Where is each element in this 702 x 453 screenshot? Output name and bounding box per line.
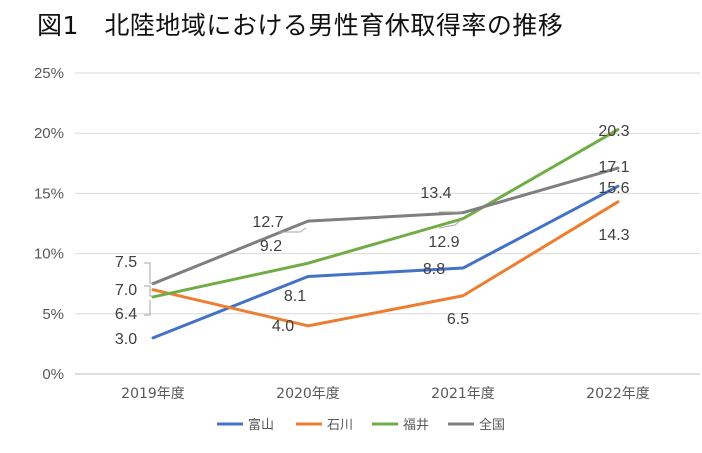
data-label: 9.2 — [260, 238, 282, 255]
data-label: 3.0 — [115, 331, 137, 348]
data-label: 15.6 — [598, 180, 629, 197]
data-label: 7.0 — [115, 282, 137, 299]
data-label: 20.3 — [598, 123, 629, 140]
series-line — [151, 184, 620, 340]
legend-label: 石川 — [327, 418, 353, 433]
x-tick-label: 2021年度 — [431, 386, 495, 402]
data-label: 6.4 — [115, 306, 137, 323]
series-line — [151, 128, 620, 299]
y-tick-label: 25% — [34, 65, 64, 82]
data-label: 6.5 — [447, 311, 469, 328]
leader-line — [144, 300, 151, 316]
data-label: 4.0 — [272, 318, 294, 335]
data-label: 17.1 — [598, 159, 629, 176]
data-label: 12.9 — [428, 234, 459, 251]
legend-label: 富山 — [248, 417, 274, 433]
leader-line — [144, 262, 154, 285]
chart-title: 図1 北陸地域における男性育休取得率の推移 — [37, 11, 564, 40]
y-tick-label: 15% — [34, 185, 64, 202]
x-tick-label: 2019年度 — [121, 386, 185, 402]
data-label: 7.5 — [115, 254, 137, 271]
x-tick-label: 2020年度 — [276, 386, 340, 402]
series-line — [151, 166, 620, 286]
series-line — [151, 200, 620, 328]
leader-line — [438, 219, 462, 229]
data-label: 13.4 — [420, 185, 451, 202]
legend-label: 全国 — [479, 417, 505, 433]
data-label: 8.1 — [284, 288, 306, 305]
y-tick-label: 0% — [42, 366, 64, 383]
data-label: 14.3 — [598, 227, 629, 244]
leader-line — [144, 285, 153, 297]
leader-line — [279, 227, 307, 233]
y-tick-label: 20% — [34, 125, 64, 142]
y-tick-label: 10% — [34, 246, 64, 263]
data-label: 8.8 — [423, 261, 445, 278]
x-tick-label: 2022年度 — [586, 386, 650, 402]
y-tick-label: 5% — [42, 306, 64, 323]
legend-label: 福井 — [403, 418, 429, 433]
data-label: 12.7 — [252, 214, 283, 231]
